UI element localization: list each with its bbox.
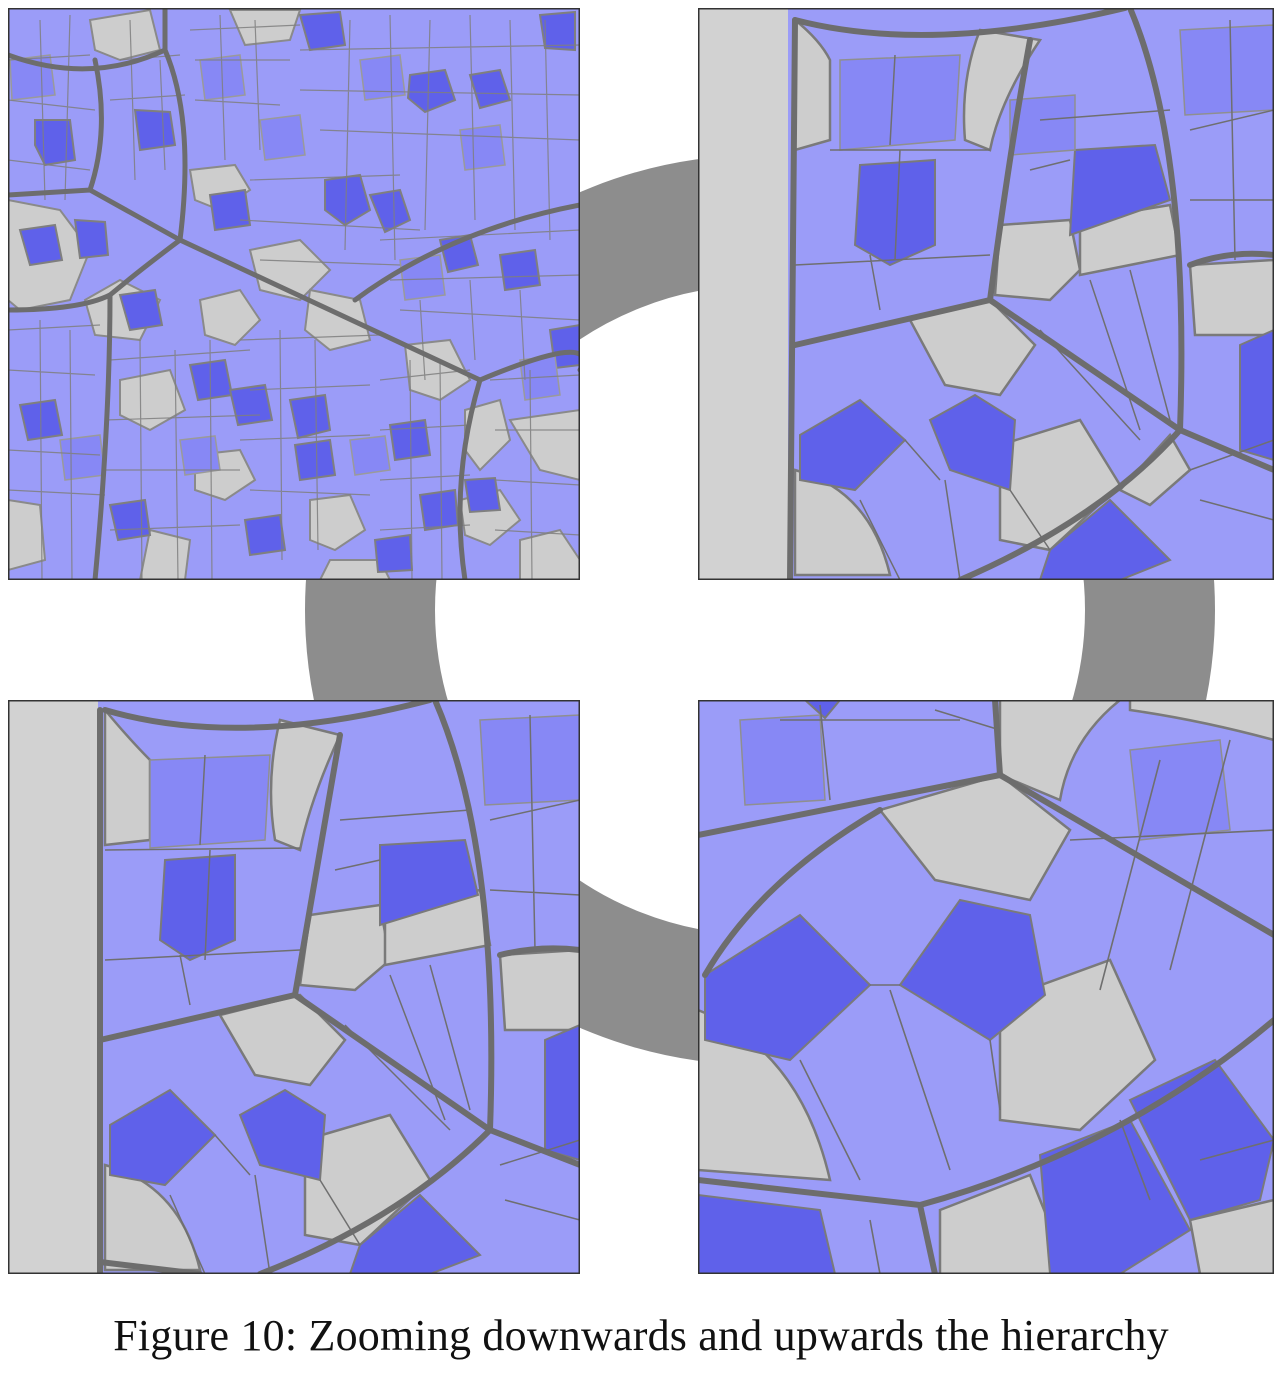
panel-zoom-3 [698, 700, 1274, 1274]
panel-zoom-2 [8, 700, 580, 1274]
panel-zoom-1 [698, 8, 1274, 580]
figure-caption: Figure 10: Zooming downwards and upwards… [113, 1311, 1169, 1360]
figure-graphic [8, 8, 1274, 1274]
panel-overview [8, 8, 580, 580]
